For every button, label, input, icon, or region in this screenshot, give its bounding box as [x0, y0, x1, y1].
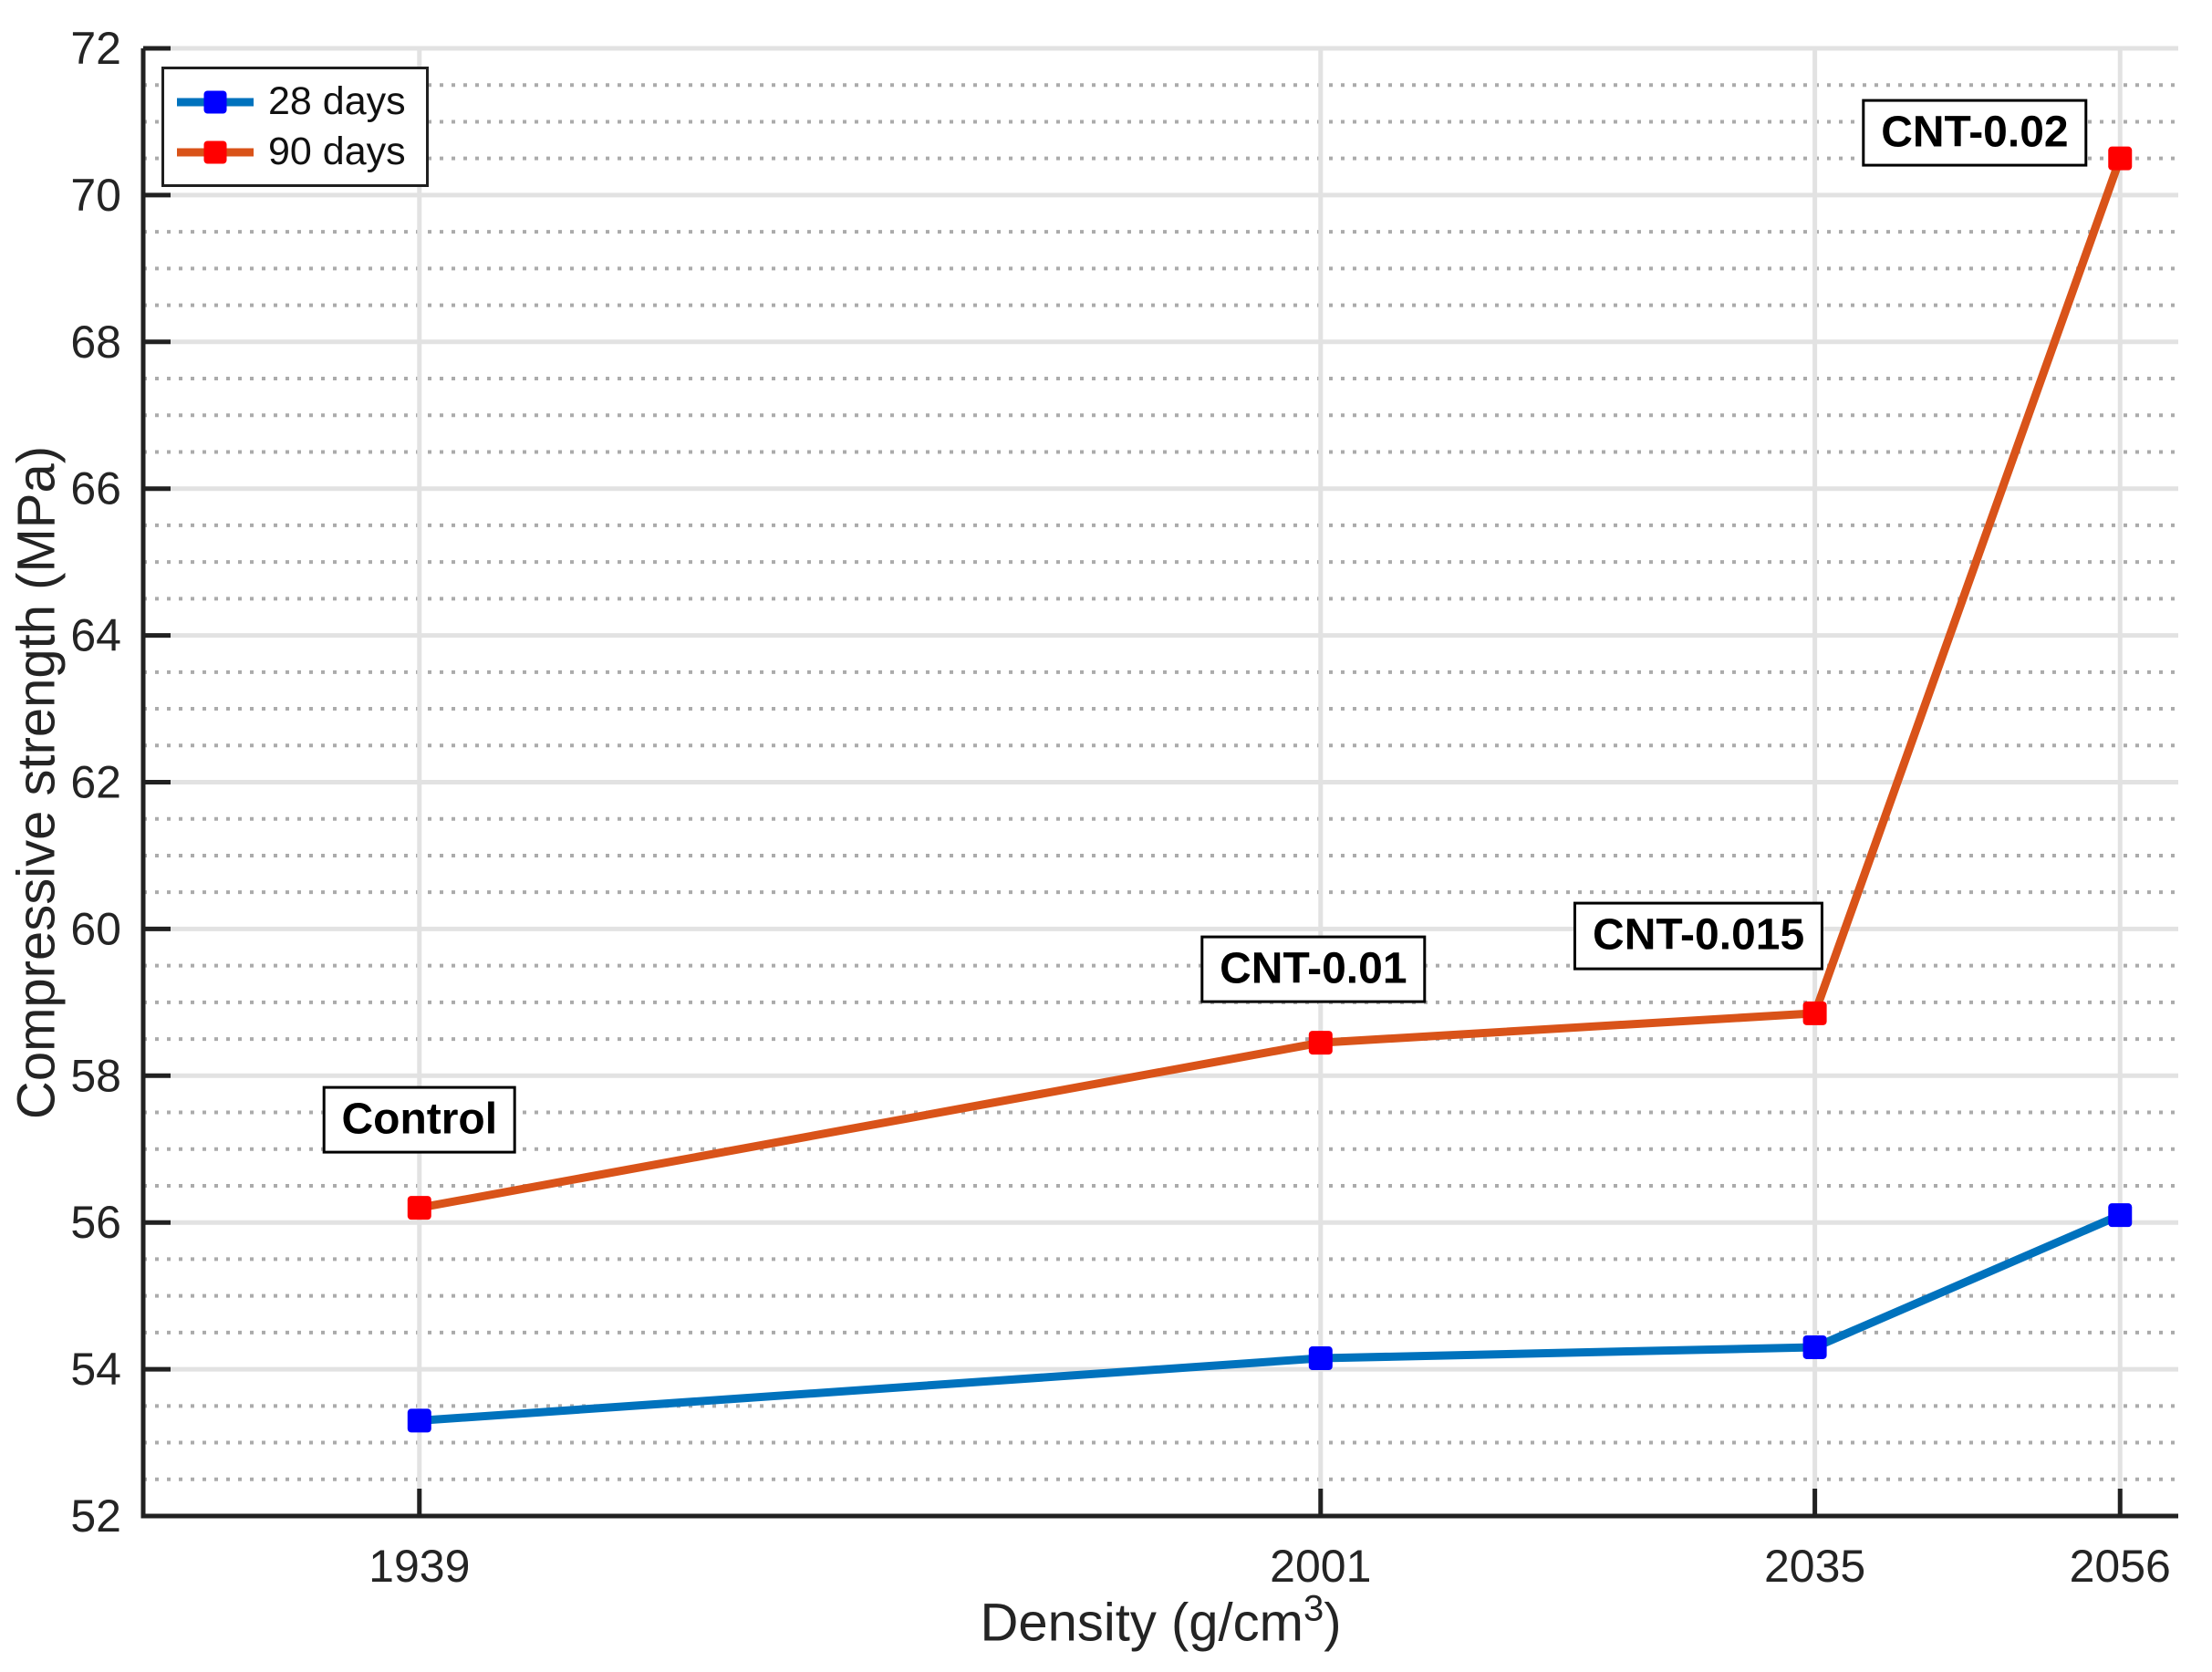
annotation-control: Control	[322, 1085, 517, 1154]
legend-label: 90 days	[268, 130, 406, 173]
y-tick-label: 66	[70, 463, 121, 514]
y-tick-label: 62	[70, 757, 121, 808]
annotation-cnt-0-015: CNT-0.015	[1573, 902, 1824, 971]
x-tick-label: 2035	[1764, 1541, 1865, 1592]
data-point-90-days	[1802, 1001, 1827, 1025]
legend-swatch-28-days	[177, 89, 254, 114]
data-point-28-days	[2108, 1203, 2133, 1228]
y-tick-label: 58	[70, 1050, 121, 1101]
y-tick-label: 56	[70, 1197, 121, 1248]
y-tick-label: 60	[70, 903, 121, 954]
y-tick-label: 52	[70, 1490, 121, 1542]
legend-label: 28 days	[268, 79, 406, 123]
series-line-28-days	[419, 1211, 2123, 1425]
y-tick-label: 64	[70, 610, 121, 661]
legend-item-90-days: 90 days	[177, 132, 406, 171]
x-axis-label-text: Density (g/cm	[980, 1593, 1303, 1653]
legend: 28 days 90 days	[161, 67, 429, 187]
legend-marker-sample	[203, 140, 227, 163]
x-tick-label: 1939	[369, 1541, 470, 1592]
data-point-28-days	[1802, 1334, 1827, 1359]
x-axis-label: Density (g/cm3)	[980, 1588, 1342, 1653]
x-axis-label-close: )	[1324, 1593, 1342, 1653]
legend-item-28-days: 28 days	[177, 82, 406, 121]
data-point-90-days	[407, 1196, 431, 1220]
data-point-28-days	[1308, 1346, 1333, 1371]
series-line-90-days	[418, 157, 2124, 1212]
x-axis-label-superscript: 3	[1303, 1588, 1324, 1629]
legend-swatch-90-days	[177, 140, 254, 164]
annotation-cnt-0-01: CNT-0.01	[1200, 935, 1427, 1004]
legend-marker-sample	[203, 90, 227, 113]
data-point-90-days	[1308, 1031, 1333, 1055]
x-tick-label: 2056	[2070, 1541, 2171, 1592]
y-tick-label: 54	[70, 1344, 121, 1395]
y-tick-label: 68	[70, 317, 121, 368]
annotation-cnt-0-02: CNT-0.02	[1862, 99, 2088, 167]
y-axis-label: Compressive strength (MPa)	[6, 445, 67, 1119]
y-tick-label: 70	[70, 170, 121, 221]
y-tick-label: 72	[70, 23, 121, 74]
data-point-90-days	[2108, 146, 2133, 171]
x-tick-label: 2001	[1270, 1541, 1371, 1592]
data-point-28-days	[407, 1408, 431, 1433]
